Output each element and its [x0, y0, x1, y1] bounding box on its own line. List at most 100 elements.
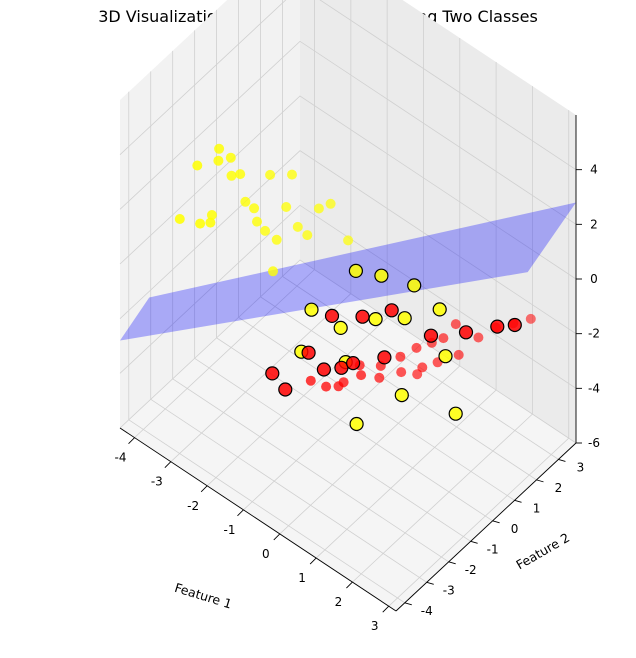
data-point-a	[226, 170, 237, 181]
data-point-a	[225, 152, 236, 163]
support-vector-point	[377, 350, 392, 365]
support-vector-point	[349, 416, 364, 432]
data-point-a	[192, 160, 203, 171]
x-tick-label: -3	[151, 475, 163, 489]
support-vector-point	[348, 263, 363, 278]
data-point-a	[214, 143, 225, 154]
support-vector-point	[368, 312, 383, 327]
data-point-a	[268, 266, 278, 277]
data-point-b	[396, 367, 407, 378]
support-vector-point	[394, 388, 409, 403]
data-point-b	[395, 351, 406, 362]
data-point-a	[235, 169, 246, 180]
data-point-b	[525, 313, 536, 324]
y-tick	[470, 540, 478, 544]
data-point-b	[356, 370, 367, 381]
data-point-a	[240, 196, 251, 207]
data-point-a	[292, 221, 303, 232]
gridline-z	[119, 204, 577, 389]
data-point-a	[252, 216, 262, 227]
y-tick	[514, 499, 522, 503]
y-tick-label: -1	[487, 542, 499, 556]
y-tick-label: -3	[443, 583, 455, 597]
grid-lines	[119, 0, 577, 607]
axis-panes	[120, 0, 576, 611]
support-vector-point	[304, 302, 319, 317]
y-tick	[536, 479, 544, 483]
support-vector-point	[397, 311, 412, 326]
data-marks	[120, 143, 576, 432]
data-point-a	[313, 203, 324, 214]
z-tick-label: -6	[588, 436, 600, 450]
y-tick	[558, 458, 566, 462]
data-point-a	[213, 155, 224, 166]
gridline-z	[119, 40, 577, 225]
gridline-z	[119, 259, 577, 444]
axis-lines	[119, 115, 582, 613]
x-tick-label: 0	[262, 547, 270, 561]
data-point-b	[473, 332, 484, 343]
y-tick-label: 2	[555, 481, 563, 495]
data-point-a	[281, 202, 292, 212]
support-vector-point	[423, 328, 439, 343]
support-vector-point	[265, 366, 280, 381]
y-tick-label: 3	[577, 460, 585, 474]
data-point-b	[412, 369, 423, 380]
support-vector-point	[374, 268, 389, 283]
y-tick-label: 0	[511, 522, 519, 536]
data-point-b	[438, 333, 449, 344]
gridline-z	[119, 0, 577, 171]
data-point-a	[174, 214, 185, 224]
x-tick	[237, 509, 244, 517]
data-point-b	[321, 381, 332, 392]
floor-pane	[120, 260, 576, 611]
support-vector-point	[448, 406, 463, 421]
y-tick	[492, 520, 500, 524]
x-tick	[200, 485, 208, 493]
data-point-a	[302, 230, 313, 241]
z-tick-label: 2	[590, 217, 598, 231]
support-vector-point	[490, 319, 505, 334]
support-vector-point	[507, 317, 522, 333]
gridline-z	[119, 95, 577, 280]
x-tick-label: -2	[187, 499, 199, 513]
y-tick-label: -4	[421, 604, 433, 618]
x-tick	[273, 533, 281, 541]
x-tick-label: -1	[223, 523, 235, 537]
z-tick-label: -2	[588, 327, 600, 341]
data-point-a	[287, 169, 297, 180]
data-point-a	[325, 198, 336, 209]
hyperplane	[120, 202, 576, 341]
x-tick	[382, 605, 390, 613]
y-axis-line	[395, 442, 577, 612]
support-vector-point	[333, 320, 348, 335]
y-tick	[426, 581, 434, 585]
x-tick-label: -4	[115, 451, 127, 465]
x-tick	[164, 461, 172, 469]
z-tick-label: 0	[590, 272, 598, 286]
back-pane	[300, 0, 576, 443]
data-point-b	[450, 319, 461, 330]
data-point-b	[333, 381, 344, 392]
data-point-b	[374, 372, 385, 383]
x-tick-label: 2	[335, 595, 343, 609]
data-point-a	[343, 235, 354, 246]
support-vector-point	[432, 302, 447, 317]
data-point-b	[417, 362, 428, 373]
support-vector-point	[384, 303, 399, 318]
y-axis-label: Feature 2	[513, 530, 572, 573]
data-point-a	[265, 169, 276, 180]
data-point-a	[206, 210, 217, 220]
y-tick-label: -2	[465, 563, 477, 577]
support-vector-point	[438, 349, 453, 364]
support-vector-point	[334, 360, 349, 375]
support-vector-point	[407, 278, 422, 293]
data-point-b	[411, 342, 422, 353]
x-axis-label: Feature 1	[173, 580, 234, 612]
x-tick	[346, 581, 353, 589]
data-point-a	[195, 218, 206, 229]
support-vector-point	[316, 362, 331, 377]
support-vector-point	[458, 325, 474, 340]
x-tick	[309, 557, 317, 565]
